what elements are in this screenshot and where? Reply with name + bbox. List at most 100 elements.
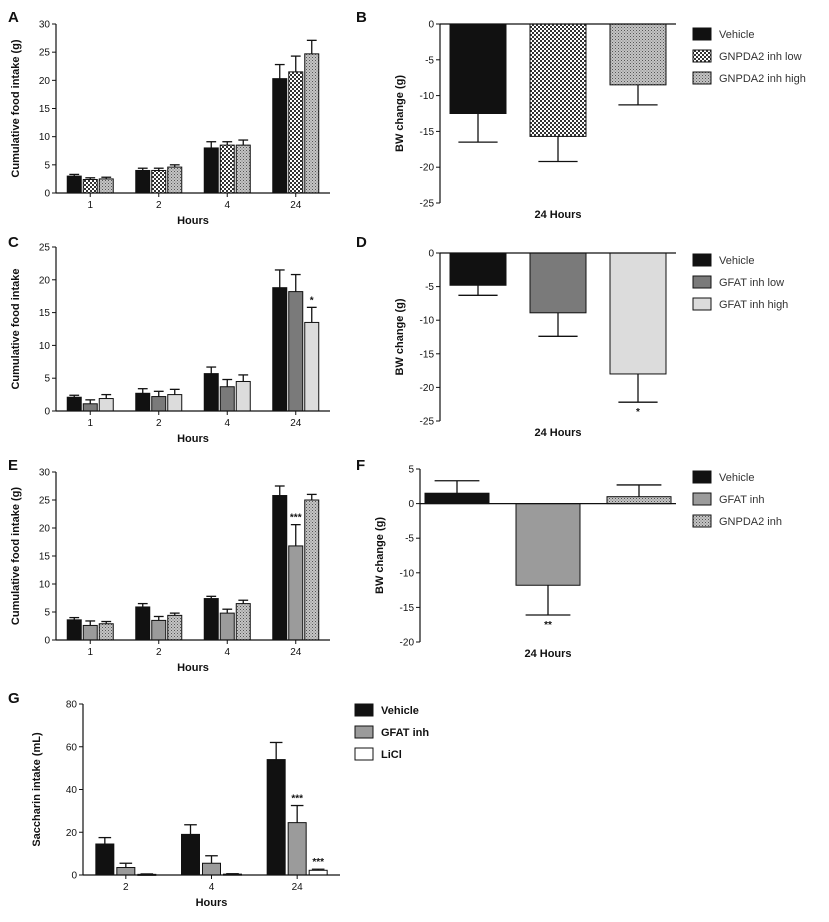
legend-label: Vehicle	[719, 472, 754, 484]
legend-label: GFAT inh high	[719, 299, 788, 311]
bar-c-gfat-inh-low-1	[82, 403, 98, 412]
bar-e-vehicle-24	[272, 495, 288, 641]
y-tick-label: 20	[39, 275, 51, 286]
bar-b-vehicle-total	[449, 23, 507, 114]
y-tick-label: 10	[39, 580, 51, 591]
y-tick-label: 20	[66, 828, 78, 839]
y-tick-label: 30	[39, 468, 51, 479]
y-tick-label: 80	[66, 700, 78, 711]
legend-label: Vehicle	[719, 29, 754, 41]
x-axis-title: Hours	[177, 215, 209, 227]
y-tick-label: 10	[39, 341, 51, 352]
bar-c-gfat-inh-low-2	[151, 396, 167, 412]
y-tick-label: 0	[428, 249, 434, 260]
y-tick-label: 40	[66, 785, 78, 796]
bar-a-gnpda2-inh-low-1	[82, 178, 98, 194]
y-tick-label: 25	[39, 48, 51, 59]
significance-marker: ***	[312, 857, 324, 868]
panel-letter: F	[356, 457, 365, 474]
y-tick-label: 15	[39, 104, 51, 115]
bar-e-gnpda2-inh-2	[167, 614, 183, 641]
y-tick-label: 25	[39, 496, 51, 507]
legend-swatch	[692, 49, 712, 63]
y-tick-label: -10	[400, 568, 415, 579]
x-axis-title: Hours	[177, 433, 209, 445]
y-axis-title: Cumulative food intake	[10, 268, 22, 389]
x-tick-label: 4	[209, 882, 215, 893]
significance-marker: ***	[290, 513, 302, 524]
bar-a-gnpda2-inh-low-4	[219, 144, 235, 194]
bar-g-vehicle-2	[95, 843, 115, 876]
bar-f-gnpda2-inh-total	[606, 496, 672, 505]
panel-letter: B	[356, 9, 367, 26]
x-tick-label: 24	[290, 647, 302, 658]
y-tick-label: 0	[44, 636, 50, 647]
y-tick-label: 5	[44, 608, 50, 619]
bar-e-vehicle-2	[135, 606, 151, 641]
bar-a-vehicle-2	[135, 169, 151, 194]
bar-b-gnpda2-inh-high-total	[609, 23, 667, 86]
y-tick-label: -20	[420, 383, 435, 394]
panel-letter: D	[356, 234, 367, 251]
y-tick-label: -10	[420, 91, 435, 102]
y-tick-label: 5	[408, 465, 414, 476]
bar-e-vehicle-4	[203, 598, 219, 641]
legend-swatch	[354, 703, 374, 717]
bar-c-gfat-inh-high-2	[167, 394, 183, 412]
bar-e-gnpda2-inh-24	[304, 499, 320, 641]
y-axis-title: Saccharin intake (mL)	[31, 732, 43, 847]
x-tick-label: 4	[224, 418, 230, 429]
bar-a-vehicle-1	[66, 175, 82, 194]
y-tick-label: -25	[420, 417, 435, 428]
y-tick-label: -15	[420, 127, 435, 138]
y-tick-label: 0	[408, 499, 414, 510]
legend: Vehicle GFAT inh low GFAT inh high	[692, 253, 788, 311]
legend: Vehicle GFAT inh LiCl	[354, 703, 429, 761]
x-axis-title: Hours	[177, 662, 209, 674]
y-tick-label: -10	[420, 316, 435, 327]
x-tick-label: 4	[224, 647, 230, 658]
y-axis-title: BW change (g)	[394, 75, 406, 152]
legend-label: GFAT inh low	[719, 277, 784, 289]
bar-a-vehicle-4	[203, 147, 219, 194]
y-tick-label: -20	[420, 163, 435, 174]
bar-c-vehicle-2	[135, 392, 151, 412]
legend-label: GNPDA2 inh low	[719, 51, 802, 63]
legend-swatch	[692, 514, 712, 528]
bar-c-vehicle-4	[203, 373, 219, 412]
y-tick-label: 5	[44, 160, 50, 171]
bar-g-gfat-inh-24	[287, 822, 307, 876]
y-tick-label: 20	[39, 524, 51, 535]
legend-swatch	[692, 71, 712, 85]
legend-swatch	[692, 470, 712, 484]
bar-e-gfat-inh-24	[288, 545, 304, 641]
bar-g-gfat-inh-4	[202, 862, 221, 876]
bar-a-gnpda2-inh-low-2	[151, 169, 167, 194]
bar-c-gfat-inh-low-24	[288, 291, 304, 412]
bar-c-gfat-inh-high-1	[98, 398, 114, 412]
y-axis-title: Cumulative food intake (g)	[10, 39, 22, 177]
y-tick-label: 15	[39, 552, 51, 563]
y-tick-label: 5	[44, 374, 50, 385]
bar-g-licl-24	[308, 869, 328, 876]
bar-g-vehicle-24	[266, 759, 286, 876]
x-tick-label: 2	[156, 647, 162, 658]
x-tick-label: 24	[290, 418, 302, 429]
significance-marker: ***	[291, 794, 303, 805]
y-tick-label: -5	[425, 55, 434, 66]
bar-a-gnpda2-inh-high-4	[235, 144, 251, 194]
bar-e-gnpda2-inh-4	[235, 603, 251, 641]
legend: Vehicle GFAT inh GNPDA2 inh	[692, 470, 782, 528]
bar-b-gnpda2-inh-low-total	[529, 23, 587, 137]
legend-label: GNPDA2 inh	[719, 516, 782, 528]
y-tick-label: 60	[66, 742, 78, 753]
legend-swatch	[692, 297, 712, 311]
y-tick-label: 0	[428, 20, 434, 31]
x-tick-label: 2	[156, 418, 162, 429]
y-axis-title: BW change (g)	[394, 298, 406, 375]
bar-d-vehicle-total	[449, 252, 507, 286]
